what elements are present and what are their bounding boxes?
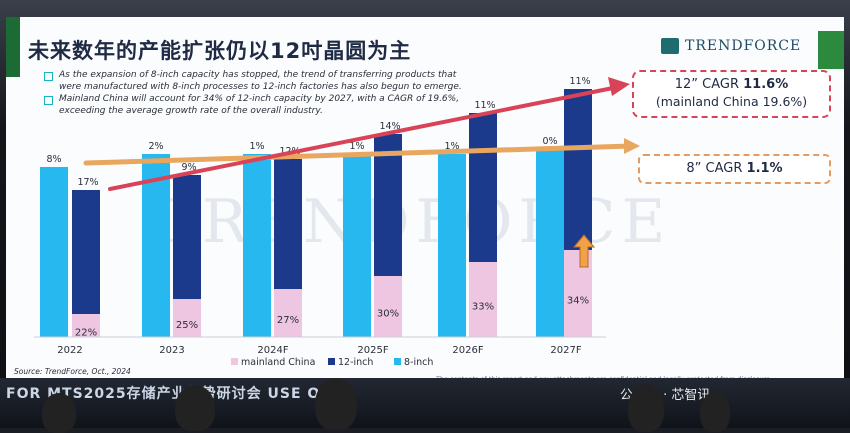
legend-swatch bbox=[394, 358, 401, 365]
bar-12-inch bbox=[564, 89, 592, 250]
label-12-inch-growth: 11% bbox=[569, 76, 590, 87]
bullet-icon bbox=[44, 96, 53, 105]
bar-mainland-china bbox=[274, 289, 302, 337]
label-china-share: 30% bbox=[377, 309, 399, 320]
trend-line-8-inch bbox=[83, 143, 634, 166]
label-8-inch-growth: 2% bbox=[148, 141, 163, 152]
bar-12-inch bbox=[374, 134, 402, 276]
capacity-chart: 8%17%22%20222%9%25%20231%12%27%2024F1%14… bbox=[34, 76, 640, 368]
x-tick-label: 2023 bbox=[159, 345, 184, 356]
source-note: Source: TrendForce, Oct., 2024 bbox=[14, 367, 131, 376]
bullet-text: Mainland China will account for 34% of 1… bbox=[59, 94, 460, 116]
audience-head bbox=[700, 392, 730, 432]
audience-head bbox=[175, 385, 215, 431]
audience-head bbox=[628, 384, 664, 432]
label-china-share: 27% bbox=[277, 315, 299, 326]
bar-8-inch bbox=[142, 154, 170, 337]
label-china-share: 25% bbox=[176, 320, 198, 331]
bar-8-inch bbox=[243, 154, 271, 337]
label-12-inch-growth: 17% bbox=[77, 177, 98, 188]
legend-swatch bbox=[328, 358, 335, 365]
audience-head bbox=[315, 378, 357, 430]
banner-left bbox=[6, 17, 20, 77]
x-tick-label: 2027F bbox=[550, 345, 581, 356]
bar-8-inch bbox=[536, 149, 564, 337]
logo-text: TRENDFORCE bbox=[685, 38, 802, 54]
label-china-share: 33% bbox=[472, 302, 494, 313]
trend-line-12-inch bbox=[108, 85, 620, 191]
bar-8-inch bbox=[40, 167, 68, 337]
audience-head bbox=[42, 393, 76, 433]
label-8-inch-growth: 8% bbox=[46, 154, 61, 165]
bar-12-inch bbox=[469, 113, 497, 262]
label-12-inch-growth: 11% bbox=[474, 100, 495, 111]
cagr-8-line1: 8” CAGR 1.1% bbox=[686, 161, 783, 176]
label-8-inch-growth: 0% bbox=[542, 136, 557, 147]
bullet-item: As the expansion of 8-inch capacity has … bbox=[44, 70, 474, 93]
x-tick-label: 2025F bbox=[357, 345, 388, 356]
x-tick-label: 2024F bbox=[257, 345, 288, 356]
bar-mainland-china bbox=[469, 262, 497, 337]
bar-8-inch bbox=[343, 154, 371, 337]
banner-right bbox=[818, 31, 844, 69]
legend-label: 12-inch bbox=[338, 357, 373, 368]
bar-mainland-china bbox=[173, 299, 201, 337]
bar-12-inch bbox=[173, 175, 201, 299]
legend-swatch bbox=[231, 358, 238, 365]
label-8-inch-growth: 1% bbox=[249, 141, 264, 152]
x-tick-label: 2022 bbox=[57, 345, 82, 356]
bar-8-inch bbox=[438, 154, 466, 337]
trendforce-logo: TRENDFORCE bbox=[661, 38, 801, 54]
page-title: 未来数年的产能扩张仍以12吋晶圆为主 bbox=[28, 39, 412, 63]
cagr-12-line1: 12” CAGR 11.6% bbox=[674, 77, 789, 92]
trend-arrow-8-inch bbox=[624, 138, 640, 154]
x-tick-label: 2026F bbox=[452, 345, 483, 356]
label-8-inch-growth: 1% bbox=[444, 141, 459, 152]
bar-mainland-china bbox=[72, 314, 100, 337]
slide: 未来数年的产能扩张仍以12吋晶圆为主 TRENDFORCE TRENDFORCE… bbox=[6, 17, 844, 385]
cagr-8-callout: 8” CAGR 1.1% bbox=[638, 154, 831, 184]
label-8-inch-growth: 1% bbox=[349, 141, 364, 152]
label-12-inch-growth: 9% bbox=[181, 162, 196, 173]
label-12-inch-growth: 14% bbox=[379, 121, 400, 132]
cagr-12-callout: 12” CAGR 11.6% (mainland China 19.6%) bbox=[632, 70, 831, 118]
bullet-text: As the expansion of 8-inch capacity has … bbox=[59, 70, 462, 92]
trendforce-logo-icon bbox=[661, 38, 679, 54]
cagr-12-line2: (mainland China 19.6%) bbox=[655, 94, 808, 109]
bullet-list: As the expansion of 8-inch capacity has … bbox=[44, 70, 474, 118]
label-china-share: 34% bbox=[567, 296, 589, 307]
legend-label: 8-inch bbox=[404, 357, 433, 368]
label-china-share: 22% bbox=[75, 328, 97, 339]
bullet-item: Mainland China will account for 34% of 1… bbox=[44, 94, 474, 117]
trend-arrow-12-inch bbox=[608, 77, 630, 96]
bar-12-inch bbox=[274, 159, 302, 289]
bar-12-inch bbox=[72, 190, 100, 314]
legend-label: mainland China bbox=[241, 357, 315, 368]
bar-mainland-china bbox=[374, 276, 402, 337]
up-arrow-icon bbox=[572, 234, 596, 268]
bullet-icon bbox=[44, 72, 53, 81]
